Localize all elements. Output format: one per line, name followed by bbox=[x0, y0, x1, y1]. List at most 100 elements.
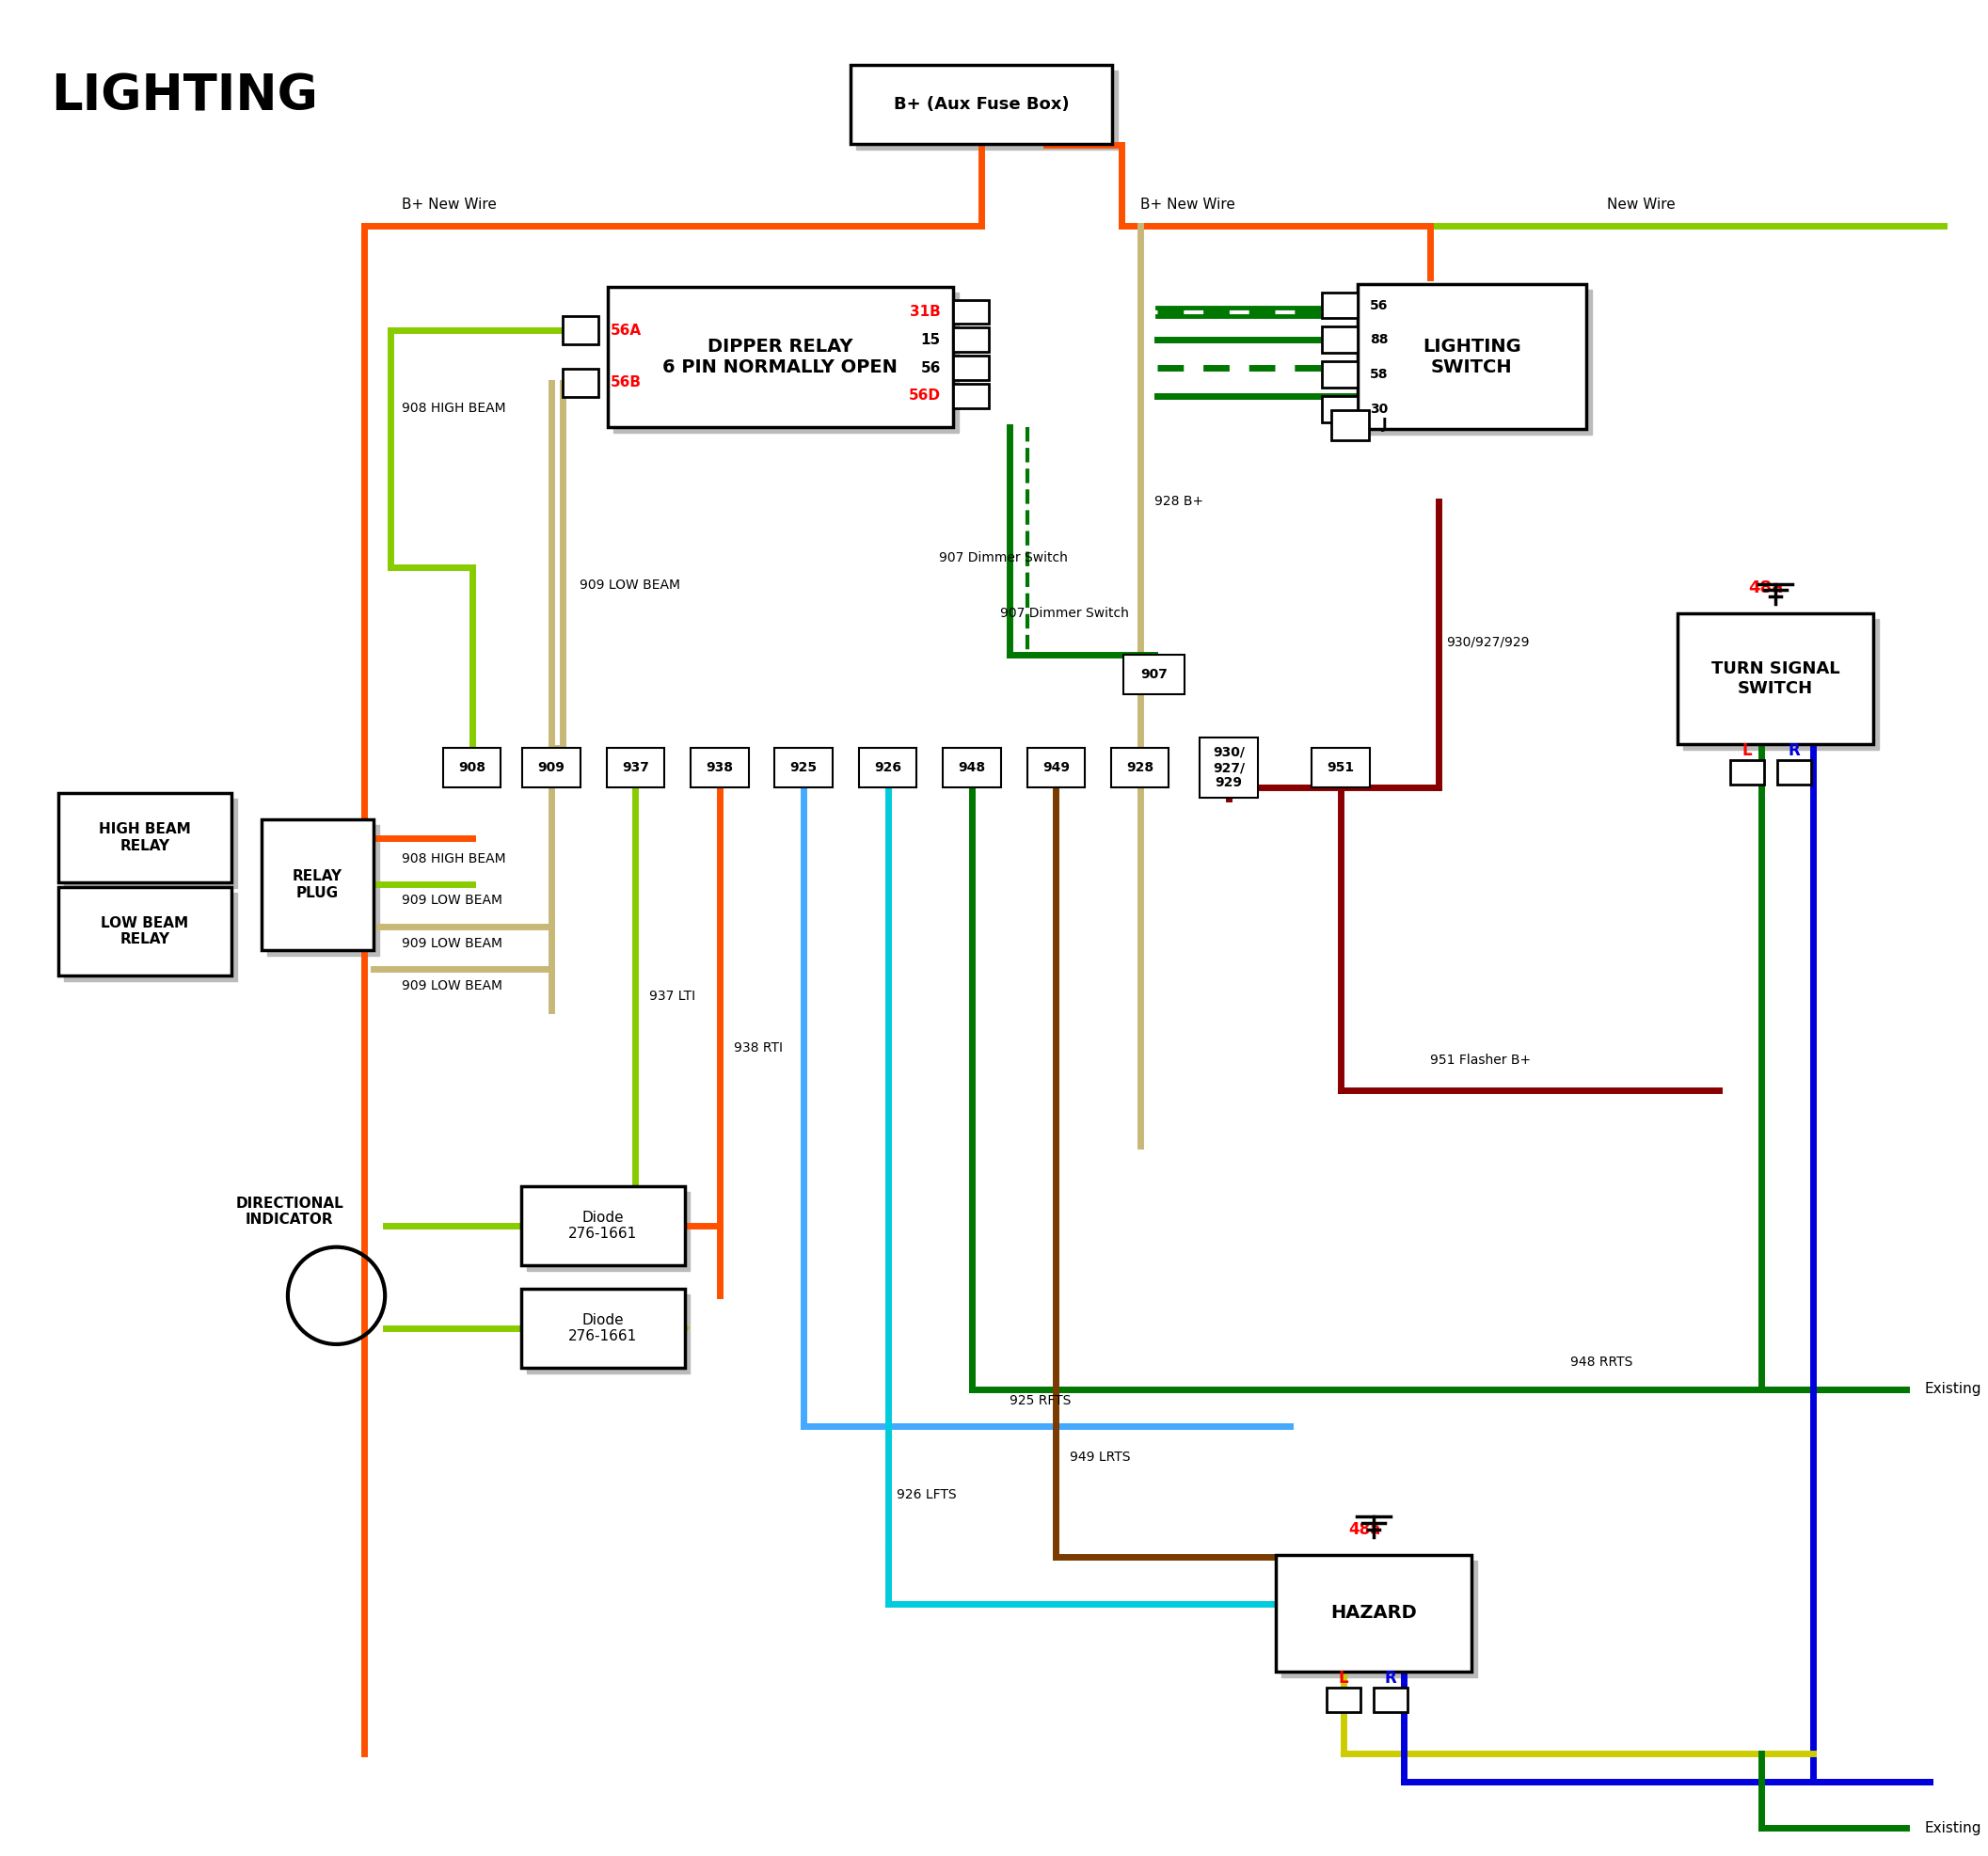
FancyBboxPatch shape bbox=[527, 1192, 690, 1271]
Text: 951 Flasher B+: 951 Flasher B+ bbox=[1429, 1054, 1531, 1067]
Text: New Wire: New Wire bbox=[1606, 199, 1676, 212]
FancyBboxPatch shape bbox=[775, 748, 833, 787]
Text: HAZARD: HAZARD bbox=[1330, 1604, 1417, 1622]
Text: J: J bbox=[1382, 418, 1388, 432]
FancyBboxPatch shape bbox=[521, 1186, 684, 1266]
Text: 928: 928 bbox=[1127, 761, 1153, 774]
FancyBboxPatch shape bbox=[952, 384, 988, 408]
Text: 938 RTI: 938 RTI bbox=[734, 1041, 783, 1054]
FancyBboxPatch shape bbox=[857, 71, 1117, 150]
FancyBboxPatch shape bbox=[1364, 290, 1592, 434]
Text: 938: 938 bbox=[706, 761, 734, 774]
FancyBboxPatch shape bbox=[1777, 761, 1811, 785]
Text: LIGHTING: LIGHTING bbox=[52, 72, 318, 121]
FancyBboxPatch shape bbox=[1111, 748, 1169, 787]
FancyBboxPatch shape bbox=[527, 1294, 690, 1373]
FancyBboxPatch shape bbox=[443, 748, 501, 787]
Text: 948 RRTS: 948 RRTS bbox=[1571, 1355, 1632, 1368]
Text: 951: 951 bbox=[1328, 761, 1354, 774]
Text: 56D: 56D bbox=[909, 390, 940, 403]
Text: 909 LOW BEAM: 909 LOW BEAM bbox=[402, 937, 503, 950]
Text: R: R bbox=[1787, 742, 1799, 759]
FancyBboxPatch shape bbox=[952, 329, 988, 353]
Text: 909 LOW BEAM: 909 LOW BEAM bbox=[402, 978, 503, 991]
FancyBboxPatch shape bbox=[1374, 1687, 1408, 1711]
Text: 58: 58 bbox=[1370, 367, 1388, 380]
FancyBboxPatch shape bbox=[1358, 284, 1586, 429]
FancyBboxPatch shape bbox=[690, 748, 747, 787]
FancyBboxPatch shape bbox=[608, 286, 952, 427]
Text: 48a: 48a bbox=[1348, 1522, 1380, 1539]
Text: 908 HIGH BEAM: 908 HIGH BEAM bbox=[402, 401, 505, 414]
FancyBboxPatch shape bbox=[58, 794, 231, 882]
Text: 949 LRTS: 949 LRTS bbox=[1070, 1451, 1131, 1464]
Text: 926: 926 bbox=[875, 761, 901, 774]
FancyBboxPatch shape bbox=[1322, 362, 1358, 388]
FancyBboxPatch shape bbox=[1684, 620, 1879, 750]
FancyBboxPatch shape bbox=[58, 887, 231, 976]
Text: 909: 909 bbox=[537, 761, 565, 774]
Text: L: L bbox=[1338, 1670, 1348, 1687]
Text: 937: 937 bbox=[622, 761, 648, 774]
Text: B+ (Aux Fuse Box): B+ (Aux Fuse Box) bbox=[893, 97, 1070, 113]
Text: 907 Dimmer Switch: 907 Dimmer Switch bbox=[938, 551, 1068, 564]
Text: TURN SIGNAL
SWITCH: TURN SIGNAL SWITCH bbox=[1712, 661, 1839, 698]
Text: 48a: 48a bbox=[1749, 579, 1783, 598]
FancyBboxPatch shape bbox=[563, 317, 598, 345]
FancyBboxPatch shape bbox=[64, 800, 237, 887]
FancyBboxPatch shape bbox=[612, 291, 958, 432]
FancyBboxPatch shape bbox=[266, 824, 380, 956]
FancyBboxPatch shape bbox=[523, 748, 580, 787]
Text: 949: 949 bbox=[1042, 761, 1070, 774]
Text: Existing: Existing bbox=[1924, 1821, 1982, 1836]
Text: 15: 15 bbox=[920, 332, 940, 347]
FancyBboxPatch shape bbox=[1732, 761, 1763, 785]
FancyBboxPatch shape bbox=[563, 369, 598, 397]
Text: 926 LFTS: 926 LFTS bbox=[897, 1489, 956, 1502]
Text: 30: 30 bbox=[1370, 403, 1388, 416]
Text: R: R bbox=[1384, 1670, 1396, 1687]
Text: 925: 925 bbox=[789, 761, 817, 774]
Text: 31B: 31B bbox=[911, 304, 940, 319]
Text: 908: 908 bbox=[459, 761, 485, 774]
FancyBboxPatch shape bbox=[942, 748, 1000, 787]
FancyBboxPatch shape bbox=[952, 356, 988, 380]
Text: LOW BEAM
RELAY: LOW BEAM RELAY bbox=[101, 917, 189, 947]
FancyBboxPatch shape bbox=[1312, 748, 1370, 787]
FancyBboxPatch shape bbox=[1322, 291, 1358, 319]
FancyBboxPatch shape bbox=[521, 1288, 684, 1368]
FancyBboxPatch shape bbox=[1326, 1687, 1360, 1711]
FancyBboxPatch shape bbox=[606, 748, 664, 787]
Text: L: L bbox=[1741, 742, 1751, 759]
FancyBboxPatch shape bbox=[1280, 1561, 1477, 1678]
Text: 56: 56 bbox=[920, 360, 940, 375]
FancyBboxPatch shape bbox=[1678, 614, 1873, 744]
Text: 908 HIGH BEAM: 908 HIGH BEAM bbox=[402, 852, 505, 867]
Text: 88: 88 bbox=[1370, 334, 1388, 347]
Text: Diode
276-1661: Diode 276-1661 bbox=[569, 1210, 638, 1242]
Text: 937 LTI: 937 LTI bbox=[650, 989, 696, 1004]
Text: 930/
927/
929: 930/ 927/ 929 bbox=[1213, 746, 1244, 789]
FancyBboxPatch shape bbox=[859, 748, 916, 787]
FancyBboxPatch shape bbox=[1028, 748, 1085, 787]
Text: RELAY
PLUG: RELAY PLUG bbox=[292, 869, 342, 900]
Text: 56B: 56B bbox=[610, 375, 642, 390]
Text: Existing: Existing bbox=[1924, 1383, 1982, 1396]
Text: B+ New Wire: B+ New Wire bbox=[402, 199, 497, 212]
FancyBboxPatch shape bbox=[64, 893, 237, 982]
Text: 928 B+: 928 B+ bbox=[1153, 496, 1203, 509]
Text: 909 LOW BEAM: 909 LOW BEAM bbox=[579, 579, 680, 592]
FancyBboxPatch shape bbox=[1276, 1555, 1471, 1672]
Text: DIRECTIONAL
INDICATOR: DIRECTIONAL INDICATOR bbox=[237, 1197, 344, 1227]
FancyBboxPatch shape bbox=[851, 65, 1111, 145]
Text: 930/927/929: 930/927/929 bbox=[1447, 635, 1529, 648]
FancyBboxPatch shape bbox=[1123, 655, 1185, 694]
Text: 909 LOW BEAM: 909 LOW BEAM bbox=[402, 895, 503, 908]
Text: 907: 907 bbox=[1141, 668, 1167, 681]
Text: Diode
276-1661: Diode 276-1661 bbox=[569, 1312, 638, 1344]
Text: 925 RFTS: 925 RFTS bbox=[1010, 1394, 1072, 1407]
Text: 56: 56 bbox=[1370, 299, 1388, 312]
Text: HIGH BEAM
RELAY: HIGH BEAM RELAY bbox=[99, 822, 191, 854]
FancyBboxPatch shape bbox=[952, 299, 988, 325]
FancyBboxPatch shape bbox=[1322, 395, 1358, 421]
